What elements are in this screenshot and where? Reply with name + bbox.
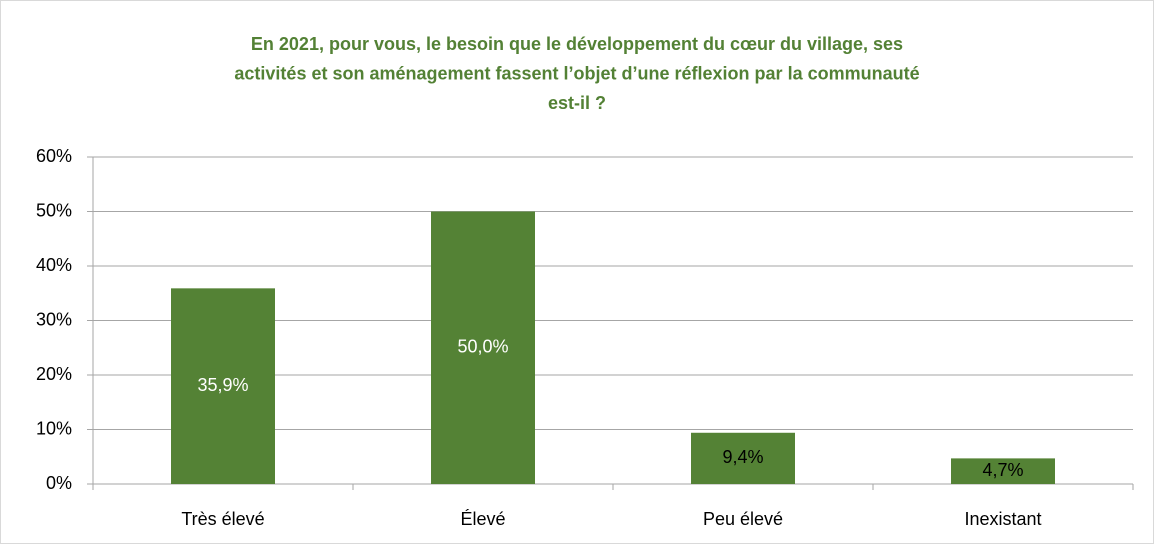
data-label: 4,7% (982, 460, 1023, 480)
x-tick-label: Inexistant (964, 509, 1041, 529)
data-label: 9,4% (722, 447, 763, 467)
chart-title: activités et son aménagement fassent l’o… (234, 63, 919, 83)
data-label: 35,9% (197, 375, 248, 395)
bar (431, 211, 535, 484)
bar (691, 432, 795, 484)
y-tick-label: 30% (36, 309, 72, 329)
bar (171, 288, 275, 484)
y-tick-label: 0% (46, 473, 72, 493)
y-tick-label: 50% (36, 200, 72, 220)
chart-title: est-il ? (548, 93, 606, 113)
data-label: 50,0% (457, 337, 508, 357)
y-tick-label: 20% (36, 364, 72, 384)
chart-title: En 2021, pour vous, le besoin que le dév… (251, 34, 903, 54)
y-tick-label: 60% (36, 146, 72, 166)
y-tick-label: 10% (36, 418, 72, 438)
bar (951, 458, 1055, 484)
y-tick-label: 40% (36, 255, 72, 275)
x-tick-label: Peu élevé (703, 509, 783, 529)
x-tick-label: Très élevé (181, 509, 264, 529)
x-tick-label: Élevé (460, 509, 505, 529)
